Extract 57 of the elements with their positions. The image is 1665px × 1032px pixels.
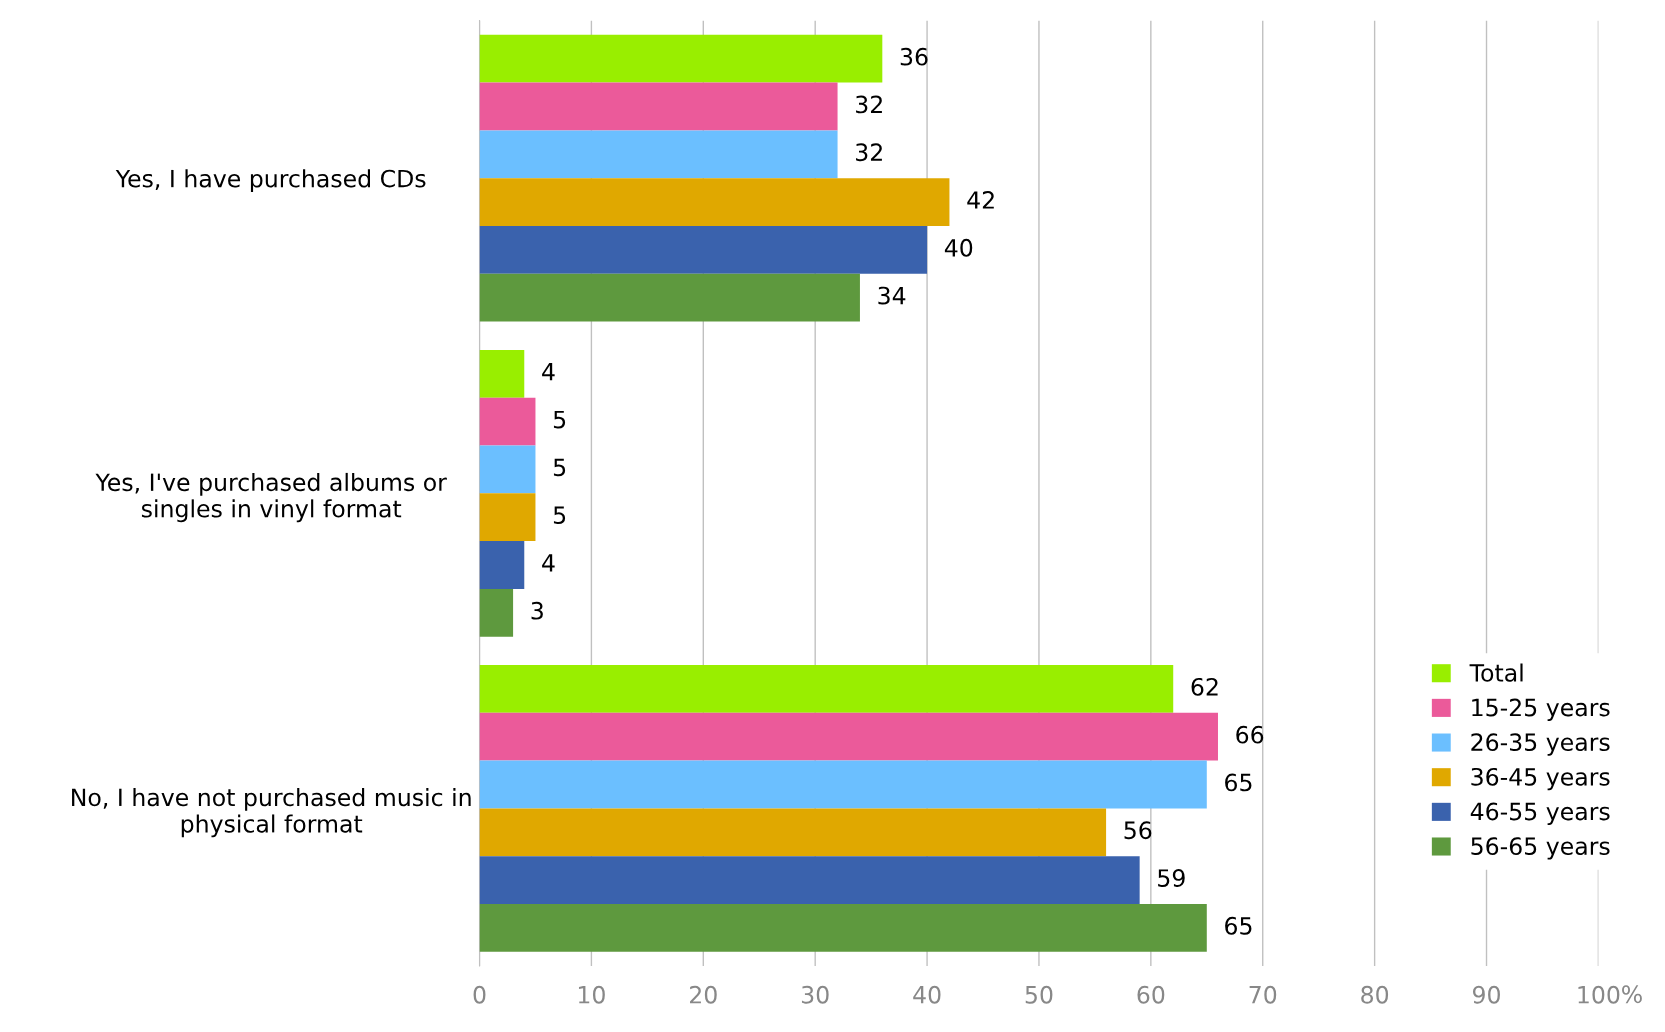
data-label: 59 bbox=[1158, 869, 1185, 887]
bar bbox=[479, 856, 1140, 904]
bar bbox=[479, 588, 514, 637]
bar bbox=[479, 273, 860, 322]
legend-label: Total bbox=[1469, 663, 1523, 682]
x-tick-label: 40 bbox=[913, 985, 941, 1004]
x-axis-title: % bbox=[1622, 985, 1642, 1004]
bar bbox=[479, 760, 1207, 809]
y-tick-label: Yes, I have purchased CDs bbox=[115, 169, 426, 193]
bar bbox=[479, 903, 1207, 952]
data-label: 36 bbox=[900, 47, 928, 66]
legend-label: 56-65 years bbox=[1471, 837, 1610, 860]
bar bbox=[479, 34, 883, 83]
x-tick-label: 20 bbox=[690, 985, 717, 1004]
data-label: 4 bbox=[542, 363, 555, 381]
bar bbox=[479, 178, 950, 226]
bar bbox=[479, 541, 525, 589]
bar bbox=[479, 82, 838, 131]
data-label: 5 bbox=[553, 458, 566, 477]
x-tick-label: 50 bbox=[1025, 985, 1053, 1004]
data-label: 5 bbox=[553, 410, 566, 429]
legend-label: 26-35 years bbox=[1471, 733, 1610, 756]
x-tick-label: 30 bbox=[801, 985, 829, 1004]
data-label: 56 bbox=[1124, 821, 1152, 840]
x-tick-label: 100 bbox=[1578, 985, 1620, 1004]
data-label: 3 bbox=[531, 601, 543, 620]
data-label: 66 bbox=[1236, 725, 1264, 744]
bar bbox=[479, 397, 536, 446]
data-label: 4 bbox=[542, 554, 555, 572]
data-label: 42 bbox=[967, 191, 994, 209]
data-label: 40 bbox=[944, 238, 973, 257]
bar bbox=[479, 349, 525, 398]
x-tick-label: 10 bbox=[578, 985, 605, 1004]
data-label: 32 bbox=[856, 143, 882, 162]
bar bbox=[479, 493, 536, 542]
bar bbox=[479, 445, 536, 494]
legend-label: 15-25 years bbox=[1472, 698, 1610, 721]
data-label: 65 bbox=[1225, 773, 1252, 792]
data-label: 32 bbox=[856, 95, 882, 114]
y-tick-label: No, I have not purchased music in physical format bbox=[72, 788, 471, 838]
x-tick-label: 80 bbox=[1361, 985, 1389, 1004]
bar bbox=[479, 225, 928, 274]
data-label: 62 bbox=[1191, 677, 1218, 696]
x-tick-label: 90 bbox=[1472, 985, 1500, 1004]
bar bbox=[479, 808, 1107, 857]
data-label: 65 bbox=[1225, 916, 1252, 935]
bar bbox=[479, 665, 1174, 713]
data-label: 34 bbox=[878, 286, 906, 305]
bar bbox=[479, 130, 838, 179]
data-label: 5 bbox=[553, 506, 566, 525]
legend-label: 36-45 years bbox=[1471, 767, 1610, 791]
y-tick-label: Yes, I've purchased albums or singles in vinyl format bbox=[95, 472, 447, 523]
legend-label: 46-55 years bbox=[1470, 802, 1610, 825]
x-tick-label: 70 bbox=[1249, 985, 1277, 1004]
x-tick-label: 60 bbox=[1137, 985, 1165, 1004]
x-tick-label: 0 bbox=[473, 985, 486, 1004]
bar bbox=[479, 712, 1218, 761]
